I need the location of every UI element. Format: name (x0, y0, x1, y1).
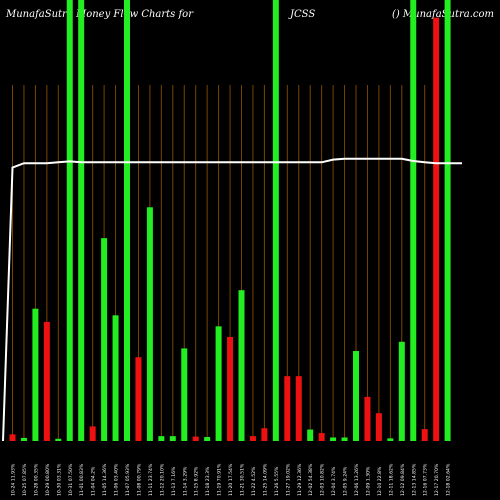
x-tick-labels: 10-24 11.93% 10-25 07.85% 10-28 00.35% 10-2… (11, 463, 452, 496)
bar (112, 315, 119, 441)
bar (249, 436, 256, 441)
bar (124, 0, 130, 441)
x-tick-label: 12-11 18.62% (388, 463, 394, 496)
x-tick-label: 11-05 14.36% (102, 463, 108, 496)
x-tick-label: 12-02 54.38% (308, 463, 314, 496)
x-tick-label: 11-22 4.52% (251, 466, 257, 496)
x-tick-label: 11-01 00.83% (79, 463, 85, 496)
bar (55, 438, 62, 441)
chart-title-symbol: JCSS (290, 9, 316, 20)
x-tick-label: 10-25 07.85% (22, 463, 28, 496)
bar (43, 321, 50, 441)
bar (89, 426, 96, 441)
x-tick-label: 12-04 3.74% (331, 466, 337, 496)
bar-series (9, 0, 451, 441)
bar (238, 290, 245, 441)
x-tick-label: 10-31 07.50% (68, 463, 74, 496)
x-tick-label: 12-09 1.30% (365, 466, 371, 496)
bar (101, 238, 108, 441)
bar (330, 437, 337, 441)
bar (9, 434, 16, 441)
x-tick-label: 11-07 05.93% (125, 463, 131, 496)
bar (261, 428, 268, 441)
bar (204, 437, 211, 441)
bar (158, 436, 165, 441)
x-tick-label: 11-21 30.51% (240, 463, 246, 496)
x-tick-label: 12-16 07.73% (423, 463, 429, 496)
bar (375, 413, 382, 441)
x-tick-label: 12-13 14.85% (411, 463, 417, 496)
x-tick-label: 11-14 3.29% (182, 466, 188, 496)
x-tick-label: 11-11 23.74% (148, 463, 154, 496)
x-tick-label: 11-04 04.2% (91, 466, 97, 496)
x-tick-label: 11-08 00.79% (136, 463, 142, 496)
bar (318, 433, 325, 441)
chart-title-left: MunafaSutra Money Flow Charts for (6, 9, 193, 20)
line-series (2, 157, 462, 442)
x-tick-label: 11-12 20.10% (159, 463, 165, 496)
x-tick-label: 12-05 9.24% (343, 466, 349, 496)
bar (192, 436, 199, 441)
bar (295, 376, 302, 441)
x-tick-label: 12-03 10.82% (320, 463, 326, 496)
x-tick-label: 11-25 14.09% (262, 463, 268, 496)
bar (215, 326, 222, 441)
x-tick-label: 11-19 70.91% (217, 463, 223, 496)
bar (32, 308, 39, 441)
bar (353, 351, 359, 441)
bar (410, 0, 417, 441)
bar (78, 0, 85, 441)
bar (421, 429, 428, 441)
bar (433, 17, 440, 441)
x-tick-label: 11-27 19.02% (285, 463, 291, 496)
chart-title-site: () MunafaSutra.com (391, 9, 494, 20)
bar (227, 336, 234, 441)
bar (444, 0, 451, 441)
x-tick-label: 12-18 02.64% (446, 463, 452, 496)
x-tick-label: 11-29 12.36% (297, 463, 303, 496)
bar (66, 0, 73, 441)
x-tick-label: 11-13 7.16% (171, 466, 177, 496)
x-tick-label: 12-06 13.26% (354, 463, 360, 496)
x-tick-label: 10-24 11.93% (11, 463, 17, 496)
bar (284, 376, 291, 441)
bar (181, 348, 188, 441)
bar (398, 341, 405, 441)
x-tick-label: 11-26 5.55% (274, 466, 280, 496)
x-tick-label: 11-15 8.92% (194, 466, 200, 496)
bar (135, 357, 142, 441)
bar (272, 0, 279, 441)
x-tick-label: 11-18 23.3% (205, 466, 211, 496)
x-tick-label: 10-30 03.31% (56, 463, 62, 496)
x-tick-label: 11-06 03.40% (114, 463, 120, 496)
bar (307, 429, 314, 441)
series-line (2, 157, 462, 442)
x-tick-label: 10-28 00.35% (33, 463, 39, 496)
bar (169, 436, 176, 441)
bar (364, 396, 371, 441)
x-tick-label: 12-12 09.84% (400, 463, 406, 496)
x-tick-label: 11-20 17.54% (228, 463, 234, 496)
bar (341, 437, 348, 441)
bar (146, 207, 153, 441)
x-tick-label: 12-17 20.70% (434, 463, 440, 496)
x-tick-label: 10-29 00.80% (45, 463, 51, 496)
bar (387, 438, 394, 441)
bar (20, 437, 27, 441)
x-tick-label: 12-10 22.8% (377, 466, 383, 496)
